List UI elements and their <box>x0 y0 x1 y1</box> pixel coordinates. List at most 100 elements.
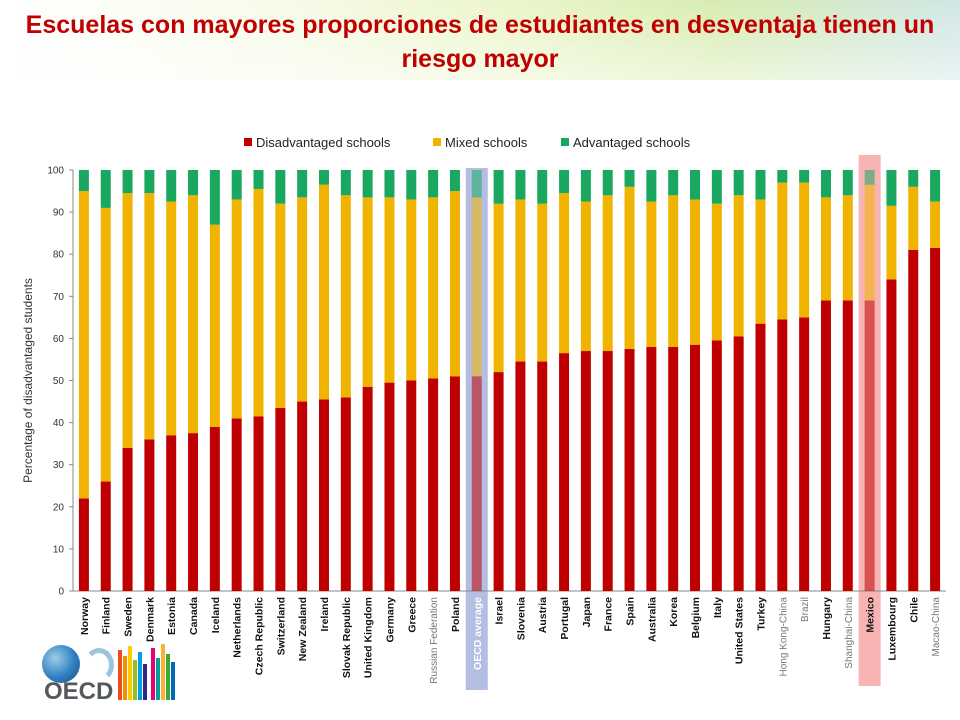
y-tick-label: 80 <box>53 250 65 261</box>
x-tick-label: Norway <box>79 597 91 635</box>
bar-advantaged-schools <box>493 170 504 204</box>
x-tick-label: Denmark <box>144 597 156 642</box>
bar-advantaged-schools <box>820 170 831 198</box>
bar-mixed-schools <box>253 188 264 417</box>
bar-advantaged-schools <box>78 170 89 192</box>
x-tick-label: Estonia <box>166 597 178 635</box>
bar-disadvantaged-schools <box>166 435 177 591</box>
bar-advantaged-schools <box>231 170 242 200</box>
bar-disadvantaged-schools <box>144 439 155 591</box>
x-tick-label: Korea <box>668 597 680 627</box>
bar-advantaged-schools <box>908 170 919 187</box>
bar-advantaged-schools <box>384 170 395 198</box>
bar-disadvantaged-schools <box>515 361 526 591</box>
bar-mixed-schools <box>493 203 504 373</box>
x-tick-label: Netherlands <box>232 597 244 658</box>
bar-advantaged-schools <box>406 170 417 200</box>
bar-advantaged-schools <box>340 170 351 196</box>
bar-mixed-schools <box>406 199 417 381</box>
bar-advantaged-schools <box>668 170 679 196</box>
bar-mixed-schools <box>646 201 657 347</box>
bar-mixed-schools <box>471 197 482 377</box>
bar-disadvantaged-schools <box>318 399 329 591</box>
bar-advantaged-schools <box>100 170 111 208</box>
bar-disadvantaged-schools <box>733 336 744 591</box>
bar-mixed-schools <box>624 186 635 349</box>
bar-disadvantaged-schools <box>886 279 897 591</box>
y-tick-label: 40 <box>53 418 65 429</box>
x-tick-label: Slovenia <box>515 597 527 640</box>
y-tick-label: 70 <box>53 292 65 303</box>
bar-disadvantaged-schools <box>646 346 657 591</box>
y-tick-label: 10 <box>53 544 65 555</box>
bar-advantaged-schools <box>318 170 329 185</box>
y-tick-label: 0 <box>58 587 64 598</box>
bar-mixed-schools <box>886 205 897 280</box>
x-tick-label: Mexico <box>865 597 877 633</box>
bar-advantaged-schools <box>428 170 439 198</box>
bar-mixed-schools <box>209 224 220 427</box>
bar-advantaged-schools <box>253 170 264 189</box>
bar-disadvantaged-schools <box>777 319 788 591</box>
bar-mixed-schools <box>602 195 613 352</box>
legend-swatch <box>561 138 569 146</box>
legend-label: Mixed schools <box>445 135 528 150</box>
bar-disadvantaged-schools <box>122 447 133 591</box>
legend-swatch <box>433 138 441 146</box>
bar-disadvantaged-schools <box>471 376 482 591</box>
bar-mixed-schools <box>428 197 439 379</box>
x-tick-label: Russian Federation <box>429 597 440 684</box>
x-tick-label: Switzerland <box>275 597 287 655</box>
bar-advantaged-schools <box>602 170 613 196</box>
bar-disadvantaged-schools <box>231 418 242 591</box>
bar-mixed-schools <box>144 193 155 440</box>
bar-advantaged-schools <box>537 170 548 204</box>
bar-disadvantaged-schools <box>384 382 395 591</box>
bar-mixed-schools <box>537 203 548 362</box>
globe-icon <box>42 645 80 683</box>
bar-mixed-schools <box>188 195 199 434</box>
bar-disadvantaged-schools <box>842 300 853 591</box>
x-tick-label: Czech Republic <box>254 597 266 675</box>
bar-disadvantaged-schools <box>820 300 831 591</box>
x-tick-label: Japan <box>581 597 593 627</box>
x-tick-label: Australia <box>646 597 658 642</box>
bar-mixed-schools <box>777 182 788 320</box>
legend-label: Disadvantaged schools <box>256 135 391 150</box>
bar-advantaged-schools <box>297 170 308 198</box>
bar-mixed-schools <box>930 201 941 248</box>
x-tick-label: Finland <box>101 597 113 634</box>
y-tick-label: 90 <box>53 208 65 219</box>
x-tick-label: Italy <box>712 597 724 618</box>
bar-disadvantaged-schools <box>711 340 722 591</box>
x-tick-label: Germany <box>384 597 396 643</box>
bar-advantaged-schools <box>362 170 373 198</box>
legend-swatch <box>244 138 252 146</box>
bar-advantaged-schools <box>122 170 133 194</box>
bar-advantaged-schools <box>864 170 875 185</box>
bar-advantaged-schools <box>886 170 897 206</box>
x-tick-label: Poland <box>450 597 462 632</box>
bar-mixed-schools <box>580 201 591 352</box>
bar-advantaged-schools <box>559 170 570 194</box>
bar-mixed-schools <box>820 197 831 301</box>
bar-advantaged-schools <box>777 170 788 183</box>
bar-disadvantaged-schools <box>668 346 679 591</box>
bar-mixed-schools <box>340 195 351 398</box>
bar-disadvantaged-schools <box>188 433 199 591</box>
bar-advantaged-schools <box>515 170 526 200</box>
x-tick-label: Austria <box>537 597 549 633</box>
x-tick-label: Iceland <box>210 597 222 633</box>
bar-disadvantaged-schools <box>580 351 591 591</box>
bar-mixed-schools <box>559 193 570 354</box>
x-tick-label: Slovak Republic <box>341 597 353 678</box>
bar-mixed-schools <box>275 203 286 408</box>
bar-mixed-schools <box>78 191 89 499</box>
y-tick-label: 100 <box>47 166 64 177</box>
bar-advantaged-schools <box>188 170 199 196</box>
bar-advantaged-schools <box>166 170 177 202</box>
bar-disadvantaged-schools <box>930 247 941 591</box>
x-tick-label: Belgium <box>690 597 702 638</box>
bar-mixed-schools <box>842 195 853 301</box>
